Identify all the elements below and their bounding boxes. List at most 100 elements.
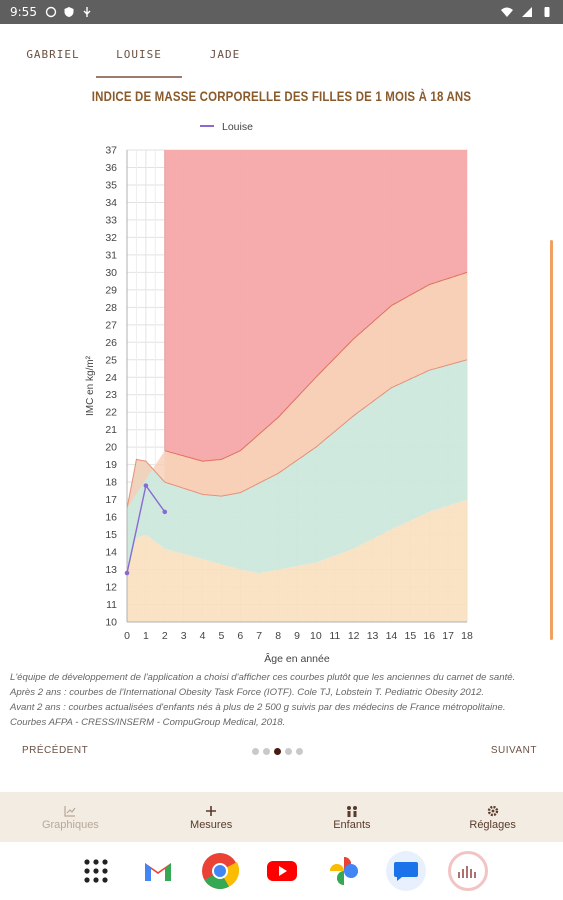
photos-icon[interactable] — [324, 851, 364, 891]
x-tick-label: 15 — [404, 630, 416, 642]
y-tick-label: 21 — [105, 424, 117, 436]
y-tick-label: 31 — [105, 249, 117, 261]
status-time: 9:55 — [10, 5, 37, 19]
x-tick-label: 2 — [162, 630, 168, 642]
tab-gabriel[interactable]: GABRIEL — [26, 48, 80, 61]
y-tick-label: 15 — [105, 529, 117, 541]
nav-enfants[interactable]: Enfants — [282, 792, 423, 842]
child-tabs: GABRIEL LOUISE JADE — [10, 40, 268, 78]
battery-icon — [544, 7, 550, 17]
y-tick-label: 14 — [105, 547, 117, 559]
plus-icon — [206, 806, 217, 816]
curve-upper-normal — [126, 359, 468, 509]
apps-grid-icon[interactable] — [76, 851, 116, 891]
next-button[interactable]: SUIVANT — [490, 745, 537, 756]
legend-label: Louise — [222, 121, 253, 133]
y-tick-label: 23 — [105, 389, 117, 401]
page-dot — [274, 748, 281, 755]
nav-mesures[interactable]: Mesures — [141, 792, 282, 842]
growth-app-icon[interactable] — [447, 851, 488, 891]
y-tick-label: 36 — [105, 162, 117, 174]
page-dot — [285, 748, 292, 755]
nav-label: Graphiques — [41, 819, 99, 831]
sync-icon — [45, 6, 57, 18]
nav-label: Réglages — [469, 819, 516, 831]
y-tick-label: 33 — [105, 214, 117, 226]
y-tick-label: 32 — [105, 232, 117, 244]
previous-button[interactable]: PRÉCÉDENT — [22, 745, 89, 756]
x-tick-label: 7 — [256, 630, 262, 642]
nav-label: Enfants — [333, 819, 371, 831]
nav-reglages[interactable]: Réglages — [422, 792, 563, 842]
x-tick-label: 14 — [386, 630, 398, 642]
bmi-chart: 10 11 12 13 14 15 16 17 18 19 20 21 22 23 24 25 26 27 28 29… — [0, 110, 563, 670]
chart-icon — [64, 806, 76, 817]
band-normal — [127, 359, 467, 574]
tab-jade[interactable]: JADE — [209, 48, 241, 61]
x-tick-label: 18 — [461, 630, 473, 642]
gear-icon — [487, 805, 498, 817]
page-dot — [263, 748, 270, 755]
y-tick-label: 25 — [105, 354, 117, 366]
x-tick-label: 9 — [294, 630, 300, 642]
system-dock — [0, 842, 563, 900]
data-point — [143, 483, 149, 488]
y-tick-label: 27 — [105, 319, 117, 331]
bmi-chart-svg: 1011121314151617181920212223242526272829… — [85, 110, 473, 665]
x-tick-label: 4 — [200, 630, 206, 642]
band-obese — [164, 150, 467, 462]
y-tick-label: 28 — [105, 302, 117, 314]
y-tick-label: 10 — [105, 617, 117, 629]
youtube-icon[interactable] — [262, 851, 302, 891]
y-tick-label: 17 — [105, 494, 117, 506]
nav-graphiques[interactable]: Graphiques — [0, 792, 141, 842]
page-dot — [252, 748, 259, 755]
tab-louise[interactable]: LOUISE — [96, 40, 182, 78]
note-line: Après 2 ans : courbes de l'International… — [10, 687, 485, 698]
y-tick-label: 13 — [105, 564, 117, 576]
x-tick-label: 6 — [237, 630, 243, 642]
note-line: Avant 2 ans : courbes actualisées d'enfa… — [10, 702, 506, 713]
x-tick-label: 12 — [348, 630, 360, 642]
pager: PRÉCÉDENT SUIVANT — [0, 745, 563, 765]
bottom-navigation: Graphiques Mesures Enfants Réglages — [0, 792, 563, 842]
x-tick-label: 10 — [310, 630, 322, 642]
note-line: Courbes AFPA - CRESS/INSERM - CompuGroup… — [10, 717, 286, 728]
y-tick-label: 12 — [105, 582, 117, 594]
messages-icon[interactable] — [385, 851, 426, 891]
y-tick-label: 30 — [105, 267, 117, 279]
y-tick-label: 35 — [105, 179, 117, 191]
y-tick-label: 16 — [105, 512, 117, 524]
x-axis-label: Âge en année — [264, 652, 330, 665]
x-tick-label: 17 — [442, 630, 454, 642]
wifi-icon — [501, 7, 513, 17]
x-tick-label: 8 — [275, 630, 281, 642]
y-tick-label: 22 — [105, 407, 117, 419]
y-axis-label: IMC en kg/m² — [85, 355, 96, 416]
x-tick-label: 3 — [181, 630, 187, 642]
y-tick-label: 11 — [106, 599, 117, 611]
children-icon — [346, 806, 357, 817]
chrome-icon[interactable] — [200, 851, 240, 891]
scrollbar[interactable] — [550, 240, 553, 640]
note-line: L'équipe de développement de l'applicati… — [10, 672, 516, 683]
gmail-icon[interactable] — [138, 851, 178, 891]
page-dot — [296, 748, 303, 755]
usb-icon — [83, 7, 91, 17]
data-point — [162, 509, 168, 515]
band-overweight — [164, 272, 468, 497]
page-title: INDICE DE MASSE CORPORELLE DES FILLES DE… — [91, 88, 472, 104]
nav-label: Mesures — [190, 819, 233, 831]
y-tick-label: 18 — [105, 477, 117, 489]
page-indicator — [252, 748, 303, 755]
y-tick-label: 37 — [105, 145, 117, 157]
legend-mask — [190, 110, 270, 122]
status-bar: 9:55 — [0, 0, 563, 24]
x-tick-label: 0 — [124, 630, 130, 642]
source-note: L'équipe de développement de l'applicati… — [10, 670, 550, 730]
y-tick-label: 24 — [105, 372, 117, 384]
band-overweight-infant — [127, 450, 165, 509]
y-tick-label: 29 — [105, 284, 117, 296]
x-tick-label: 16 — [423, 630, 435, 642]
shield-icon — [64, 7, 74, 17]
